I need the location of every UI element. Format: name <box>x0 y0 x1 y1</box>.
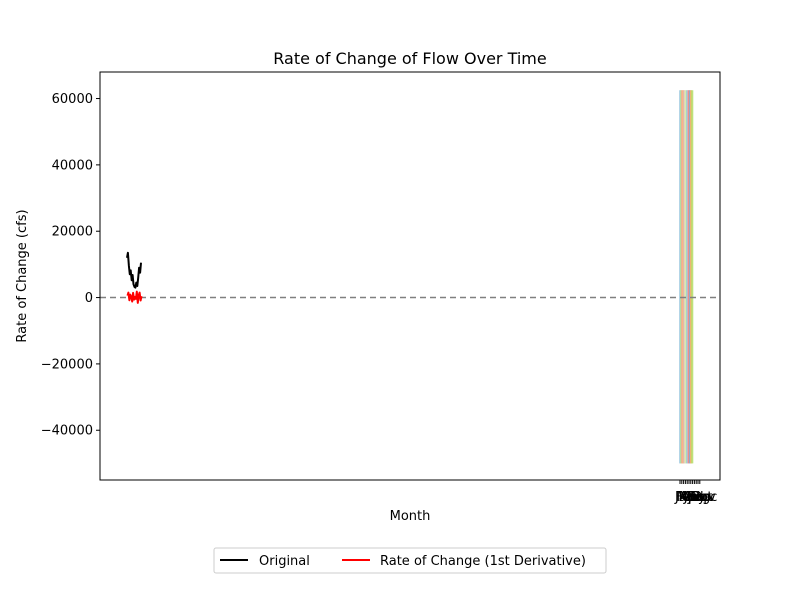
x-tick-label: Dec <box>692 490 717 505</box>
plot-area <box>99 71 721 481</box>
y-tick-label: 40000 <box>52 158 93 173</box>
y-axis-title: Rate of Change (cfs) <box>15 209 30 342</box>
chart-title: Rate of Change of Flow Over Time <box>273 49 546 68</box>
legend: Original Rate of Change (1st Derivative) <box>213 547 607 574</box>
x-tick-label: Nov <box>690 490 716 505</box>
series-line-1 <box>126 290 143 304</box>
legend-frame <box>213 547 607 574</box>
month-band <box>685 90 688 464</box>
y-tick-label: −40000 <box>41 424 93 439</box>
x-axis-title: Month <box>390 509 431 524</box>
x-tick-label: May <box>679 490 706 505</box>
month-band <box>691 90 694 464</box>
x-tick-label: Mar <box>676 490 701 505</box>
y-tick-label: 20000 <box>52 225 93 240</box>
y-tick-label: −20000 <box>41 357 93 372</box>
x-tick-label: Oct <box>690 490 712 505</box>
y-tick-label: 0 <box>85 291 93 306</box>
x-tick-label: Apr <box>679 490 702 505</box>
series-lines <box>126 251 143 304</box>
x-tick-label: Jul <box>687 490 704 505</box>
month-bands <box>679 90 694 464</box>
x-tick-label: Jun <box>683 490 704 505</box>
series-line-0 <box>126 251 142 289</box>
plot-frame <box>99 71 721 481</box>
x-tick-label: Aug <box>685 490 710 505</box>
y-axis: −40000 −20000 0 20000 40000 60000 <box>41 92 100 439</box>
legend-label-rate-of-change: Rate of Change (1st Derivative) <box>380 554 586 569</box>
y-tick-label: 60000 <box>52 92 93 107</box>
month-band <box>680 90 683 464</box>
x-tick-label: Feb <box>675 490 698 505</box>
legend-label-original: Original <box>259 554 310 569</box>
x-tick-label: Jan <box>674 490 695 505</box>
x-tick-label: Sep <box>687 490 712 505</box>
